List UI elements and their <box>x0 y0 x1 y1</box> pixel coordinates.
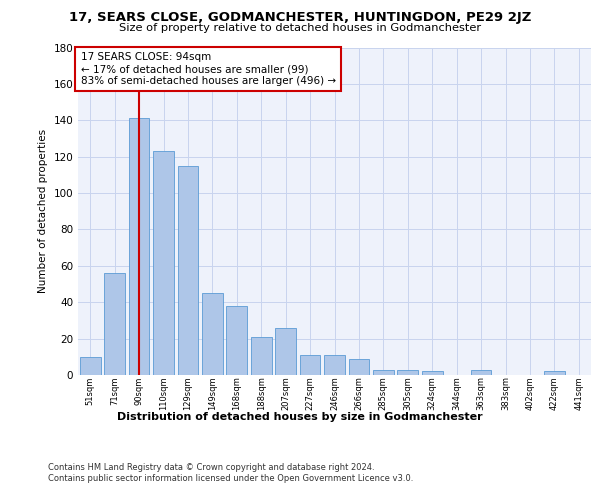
Bar <box>373 370 394 375</box>
Bar <box>153 151 174 375</box>
Bar <box>544 372 565 375</box>
Bar <box>104 273 125 375</box>
Y-axis label: Number of detached properties: Number of detached properties <box>38 129 48 294</box>
Bar <box>324 355 345 375</box>
Bar <box>397 370 418 375</box>
Bar <box>202 293 223 375</box>
Bar <box>251 337 272 375</box>
Bar <box>422 372 443 375</box>
Text: Contains public sector information licensed under the Open Government Licence v3: Contains public sector information licen… <box>48 474 413 483</box>
Text: Distribution of detached houses by size in Godmanchester: Distribution of detached houses by size … <box>117 412 483 422</box>
Bar <box>178 166 199 375</box>
Bar <box>275 328 296 375</box>
Bar <box>349 358 370 375</box>
Bar <box>80 357 101 375</box>
Bar <box>128 118 149 375</box>
Bar <box>226 306 247 375</box>
Bar <box>299 355 320 375</box>
Text: Contains HM Land Registry data © Crown copyright and database right 2024.: Contains HM Land Registry data © Crown c… <box>48 462 374 471</box>
Text: 17, SEARS CLOSE, GODMANCHESTER, HUNTINGDON, PE29 2JZ: 17, SEARS CLOSE, GODMANCHESTER, HUNTINGD… <box>69 12 531 24</box>
Text: 17 SEARS CLOSE: 94sqm
← 17% of detached houses are smaller (99)
83% of semi-deta: 17 SEARS CLOSE: 94sqm ← 17% of detached … <box>80 52 335 86</box>
Text: Size of property relative to detached houses in Godmanchester: Size of property relative to detached ho… <box>119 23 481 33</box>
Bar <box>470 370 491 375</box>
